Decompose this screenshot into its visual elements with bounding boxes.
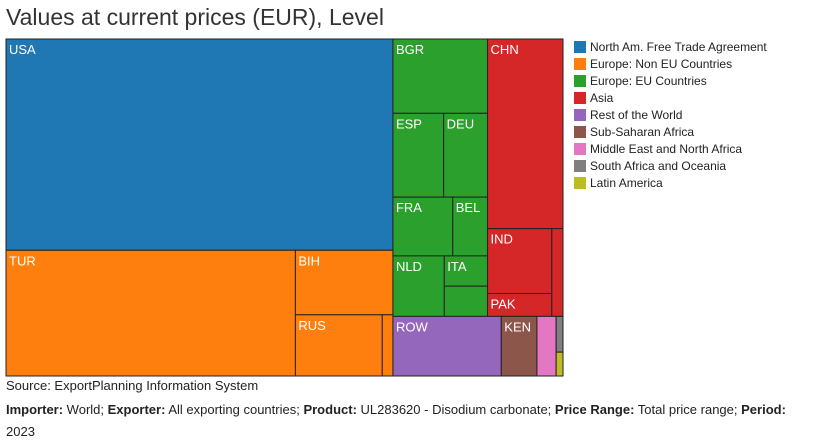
treemap-tile-bih [294,249,394,316]
legend-item: Sub-Saharan Africa [574,123,767,140]
legend-swatch [574,91,586,104]
price-range-value: Total price range; [634,402,742,417]
legend-label: Sub-Saharan Africa [590,124,695,139]
tile-label-bih: BIH [298,253,320,268]
tile-label-nld: NLD [396,259,422,274]
legend-swatch [574,57,586,70]
exporter-label: Exporter: [107,402,166,417]
tile-label-ind: IND [491,232,513,247]
period-value: 2023 [6,424,35,439]
tile-label-ken: KEN [504,319,531,334]
legend-swatch [574,74,586,87]
treemap-tile [555,315,564,353]
treemap-tile-chn [487,38,564,230]
tile-label-esp: ESP [396,116,422,131]
legend-label: Europe: Non EU Countries [590,56,733,71]
price-range-label: Price Range: [554,402,635,417]
legend-item: South Africa and Oceania [574,157,767,174]
legend-item: Europe: EU Countries [574,72,767,89]
tile-label-pak: PAK [491,296,516,311]
legend-label: Europe: EU Countries [590,73,707,88]
treemap-tile-usa [5,38,394,251]
legend-item: Europe: Non EU Countries [574,55,767,72]
treemap-tile [536,315,557,377]
tile-label-row: ROW [396,319,429,334]
tile-label-rus: RUS [298,318,326,333]
exporter-value: All exporting countries; [165,402,304,417]
legend-swatch [574,159,586,172]
chart-title: Values at current prices (EUR), Level [6,4,384,30]
tile-label-deu: DEU [447,116,474,131]
legend-item: Rest of the World [574,106,767,123]
query-parameters: Importer: World; Exporter: All exporting… [6,399,811,443]
legend-item: Asia [574,89,767,106]
tile-label-fra: FRA [396,200,422,215]
legend-label: Latin America [590,175,663,190]
legend-item: North Am. Free Trade Agreement [574,38,767,55]
tile-label-bgr: BGR [396,42,424,57]
treemap-tile-row [392,315,502,377]
legend-item: Latin America [574,174,767,191]
importer-value: World; [63,402,108,417]
treemap-tile-fra [392,196,454,257]
legend: North Am. Free Trade Agreement Europe: No… [574,38,767,191]
treemap-tile [555,351,564,377]
source-note: Source: ExportPlanning Information Syste… [6,378,259,393]
legend-label: South Africa and Oceania [590,158,727,173]
treemap-tile [443,285,489,317]
importer-label: Importer: [6,402,64,417]
tile-label-tur: TUR [9,253,36,268]
legend-swatch [574,40,586,53]
legend-label: Rest of the World [590,107,683,122]
treemap-tile-nld [392,255,445,317]
treemap-tile-tur [5,249,296,377]
legend-swatch [574,142,586,155]
treemap-tile [551,228,564,317]
treemap-tile [381,314,394,377]
legend-swatch [574,108,586,121]
tile-label-ita: ITA [447,259,467,274]
legend-swatch [574,125,586,138]
treemap-tile-ind [487,228,553,294]
legend-label: Asia [590,90,614,105]
product-value: UL283620 - Disodium carbonate; [356,402,555,417]
period-label: Period: [741,402,786,417]
tile-label-usa: USA [9,42,36,57]
tile-label-bel: BEL [456,200,481,215]
tile-label-chn: CHN [491,42,519,57]
product-label: Product: [303,402,357,417]
legend-item: Middle East and North Africa [574,140,767,157]
legend-label: Middle East and North Africa [590,141,743,156]
legend-swatch [574,176,586,189]
legend-label: North Am. Free Trade Agreement [590,39,767,54]
treemap-tile-bgr [392,38,489,114]
